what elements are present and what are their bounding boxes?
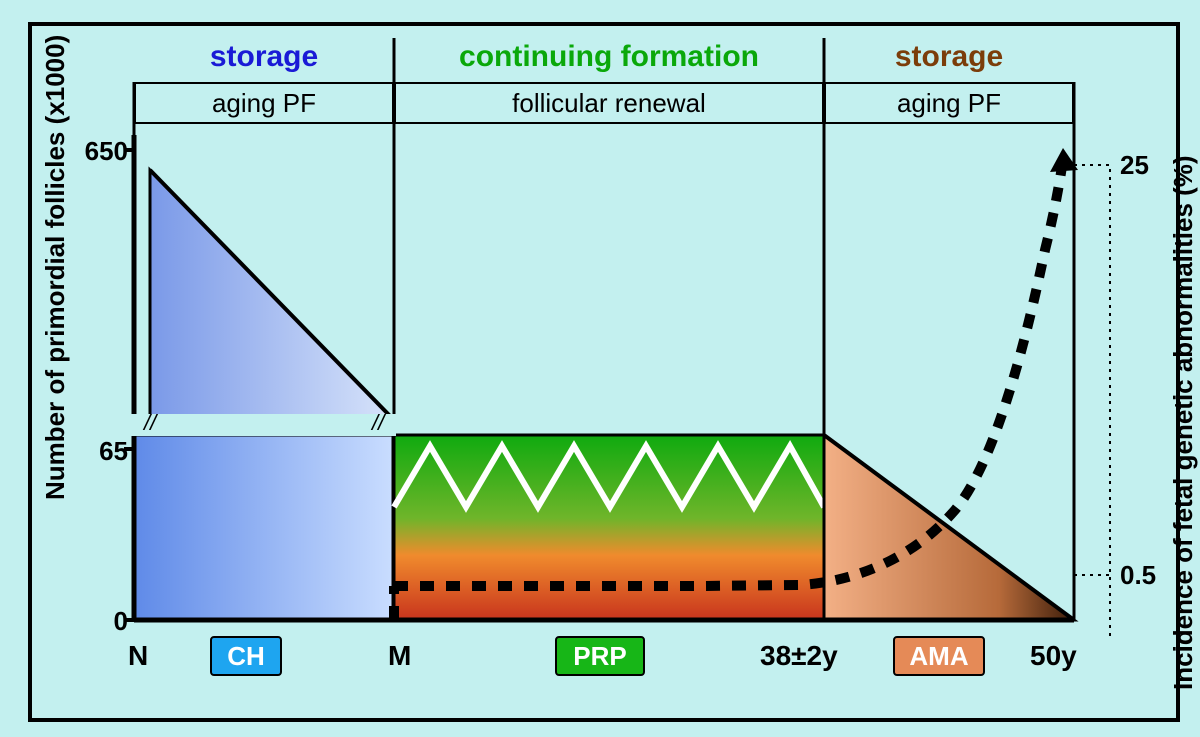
ytick-65: 65: [68, 436, 128, 467]
xlabel-N: N: [128, 640, 148, 672]
diagram-root: Number of primordial follicles (x1000) I…: [0, 0, 1200, 737]
ytick-r-25: 25: [1120, 150, 1149, 181]
ytick-650: 650: [68, 136, 128, 167]
badge-CH: CH: [210, 636, 282, 676]
badge-PRP: PRP: [555, 636, 645, 676]
axis-break-strip: [130, 414, 396, 436]
axis-break-mark-left: //: [144, 410, 156, 436]
badge-AMA: AMA: [893, 636, 985, 676]
axis-break-mark-right: //: [372, 410, 384, 436]
xlabel-M: M: [388, 640, 411, 672]
xlabel-50y: 50y: [1030, 640, 1077, 672]
ytick-r-0p5: 0.5: [1120, 560, 1156, 591]
xlabel-38: 38±2y: [760, 640, 838, 672]
plot-svg: [0, 0, 1200, 737]
ytick-0: 0: [68, 606, 128, 637]
